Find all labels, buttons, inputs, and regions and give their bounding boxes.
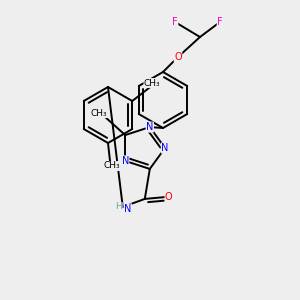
Text: N: N xyxy=(146,122,154,132)
Text: H: H xyxy=(116,202,122,211)
Text: N: N xyxy=(161,143,169,153)
Text: F: F xyxy=(172,17,178,27)
Text: N: N xyxy=(124,204,131,214)
Text: CH₃: CH₃ xyxy=(144,79,160,88)
Text: CH₃: CH₃ xyxy=(104,161,120,170)
Text: CH₃: CH₃ xyxy=(91,109,107,118)
Text: N: N xyxy=(122,156,129,166)
Text: O: O xyxy=(165,192,172,202)
Text: O: O xyxy=(174,52,182,62)
Text: F: F xyxy=(217,17,223,27)
